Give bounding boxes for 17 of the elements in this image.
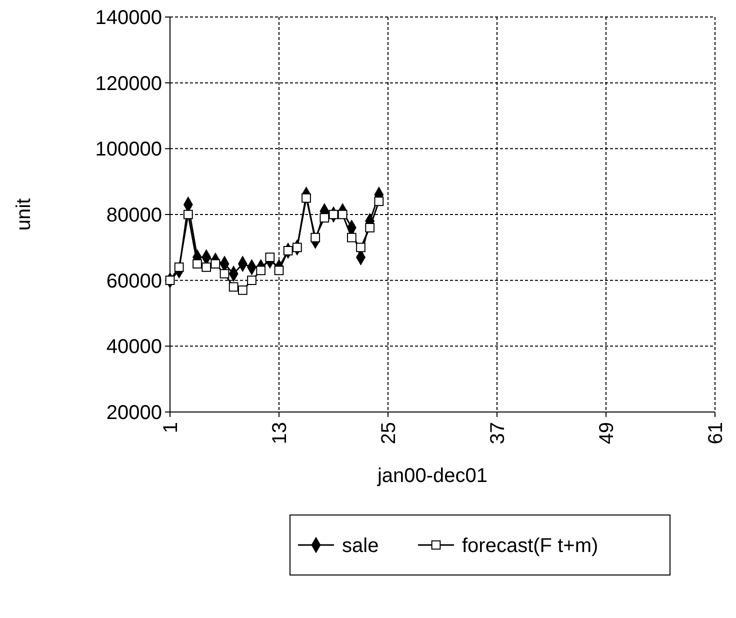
x-tick-label: 37	[487, 422, 509, 444]
y-tick-label: 40000	[106, 336, 162, 358]
x-tick-label: 1	[160, 422, 182, 434]
y-tick-label: 140000	[95, 7, 162, 29]
x-tick-label: 61	[705, 422, 727, 444]
x-tick-label: 25	[378, 422, 400, 444]
y-tick-label: 80000	[106, 204, 162, 226]
y-tick-label: 120000	[95, 72, 162, 95]
legend-label: forecast(F t+m)	[462, 535, 598, 557]
y-tick-label: 60000	[106, 270, 162, 292]
y-tick-label: 20000	[106, 402, 162, 424]
y-tick-label: 100000	[95, 138, 162, 161]
y-axis-title: unit	[13, 198, 35, 231]
x-axis-title: jan00-dec01	[376, 465, 488, 487]
x-tick-label: 13	[269, 422, 291, 444]
legend-label: sale	[342, 535, 379, 557]
x-tick-label: 49	[596, 422, 618, 444]
